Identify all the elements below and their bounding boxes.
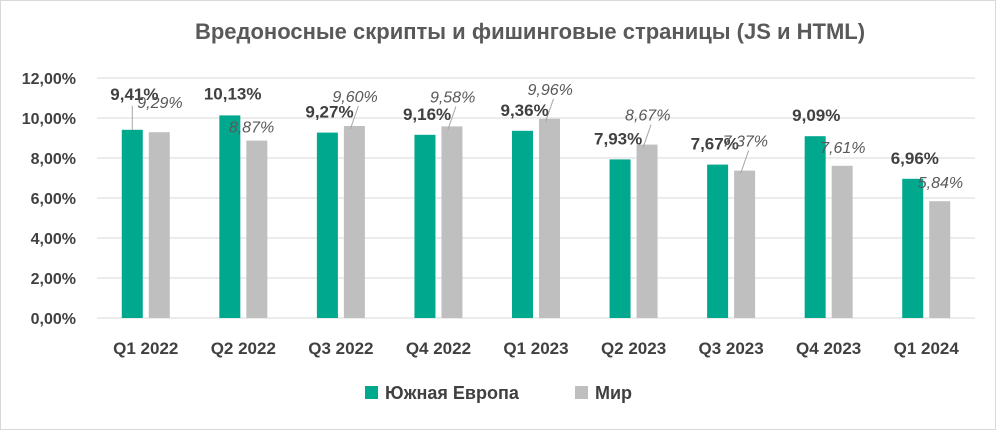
x-tick-label: Q4 2022 <box>406 339 471 358</box>
y-tick-label: 2,00% <box>31 271 76 288</box>
data-label-south-europe: 9,16% <box>403 105 451 124</box>
x-tick-label: Q4 2023 <box>796 339 861 358</box>
bar-south-europe <box>902 178 924 318</box>
bar-south-europe <box>804 136 826 318</box>
x-tick-label: Q1 2023 <box>503 339 568 358</box>
x-tick-label: Q3 2022 <box>308 339 373 358</box>
legend-swatch-south-europe <box>365 386 378 399</box>
x-tick-label: Q2 2023 <box>601 339 666 358</box>
data-label-world: 9,58% <box>430 89 475 106</box>
y-tick-label: 4,00% <box>31 231 76 248</box>
x-tick-label: Q1 2022 <box>113 339 178 358</box>
chart-title: Вредоносные скрипты и фишинговые страниц… <box>195 19 865 44</box>
x-tick-label: Q3 2023 <box>698 339 763 358</box>
data-label-leaders <box>131 98 750 174</box>
data-label-world: 7,37% <box>723 134 768 151</box>
data-label-world: 8,67% <box>625 108 670 125</box>
bar-south-europe <box>707 164 729 318</box>
y-tick-label: 10,00% <box>22 111 76 128</box>
y-tick-label: 6,00% <box>31 191 76 208</box>
y-tick-label: 12,00% <box>22 71 76 88</box>
bar-world <box>636 144 658 318</box>
leader-line <box>642 124 652 148</box>
bar-south-europe <box>316 132 338 318</box>
data-label-south-europe: 9,41% <box>110 85 158 104</box>
legend: Южная Европа Мир <box>365 383 632 403</box>
data-label-south-europe: 9,27% <box>305 103 353 122</box>
bar-world <box>343 126 365 318</box>
data-label-south-europe: 7,67% <box>691 135 739 154</box>
data-label-south-europe: 9,36% <box>501 101 549 120</box>
bar-south-europe <box>414 134 436 318</box>
bar-world <box>734 170 756 318</box>
data-label-world: 9,60% <box>332 89 377 106</box>
leader-line <box>740 150 750 174</box>
bars <box>121 115 951 319</box>
bar-world <box>539 118 560 318</box>
data-label-world: 7,61% <box>820 140 865 157</box>
data-labels: 9,41%9,29% 10,13% 8,87% 9,27%9,60% 9,16%9,58… <box>110 82 963 192</box>
data-label-world: 8,87% <box>229 120 274 137</box>
bar-south-europe <box>512 130 533 318</box>
y-axis-tick-labels: 0,00% 2,00% 4,00% 6,00% 8,00% 10,00% 12,00% <box>22 71 76 328</box>
bar-world <box>441 126 463 319</box>
leader-line <box>349 105 359 130</box>
bar-south-europe <box>219 115 241 319</box>
legend-label-south-europe: Южная Европа <box>385 383 520 403</box>
data-label-south-europe: 7,93% <box>594 129 642 148</box>
data-label-south-europe: 9,09% <box>792 106 840 125</box>
gridlines <box>97 77 975 319</box>
bar-world <box>929 201 951 318</box>
data-label-south-europe: 10,13% <box>204 84 262 103</box>
data-label-world: 9,29% <box>137 95 182 112</box>
leader-line <box>447 106 457 130</box>
x-tick-label: Q2 2022 <box>211 339 276 358</box>
legend-swatch-world <box>575 386 588 399</box>
y-tick-label: 8,00% <box>31 151 76 168</box>
x-tick-label: Q1 2024 <box>894 339 960 358</box>
bar-south-europe <box>121 129 143 318</box>
x-axis-tick-labels: Q1 2022 Q2 2022 Q3 2022 Q4 2022 Q1 2023 Q2 20… <box>113 339 959 358</box>
bar-world <box>831 165 853 318</box>
data-label-world: 5,84% <box>918 175 963 192</box>
data-label-world: 9,96% <box>528 82 573 99</box>
bar-world <box>148 132 170 318</box>
leader-line <box>545 98 554 122</box>
bar-world <box>246 140 268 318</box>
legend-label-world: Мир <box>595 383 632 403</box>
data-label-south-europe: 6,96% <box>891 149 939 168</box>
bar-south-europe <box>609 159 631 318</box>
y-tick-label: 0,00% <box>31 311 76 328</box>
